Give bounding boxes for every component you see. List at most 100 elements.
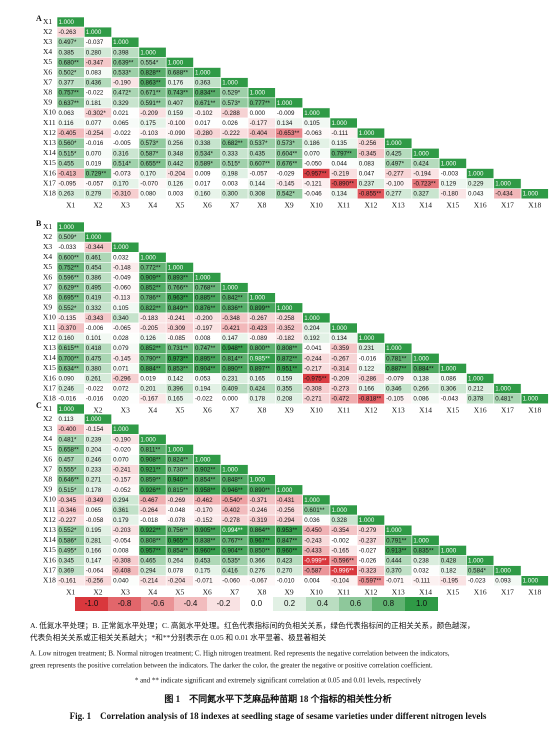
cell-label: -0.310 — [113, 191, 131, 198]
cell-label: 0.113 — [59, 416, 75, 423]
cell-label: 0.601** — [304, 507, 325, 514]
cell-label: -0.113 — [113, 295, 131, 302]
cell-label: 0.967** — [250, 537, 271, 544]
cell-label: -0.309 — [168, 325, 186, 332]
cell-label: 0.893** — [168, 274, 189, 281]
cell-label: 0.872** — [277, 355, 298, 362]
column-label: X5 — [175, 406, 184, 415]
cell-label: 1.000 — [195, 69, 211, 76]
cell-label: -0.450 — [304, 527, 322, 534]
cell-label: -0.152 — [195, 517, 213, 524]
caption-note: A. 低氮水平处理；B. 正常氮水平处理；C. 高氮水平处理。红色代表指标间的负… — [30, 620, 475, 630]
cell-label: 0.838** — [195, 537, 216, 544]
cell-label: 0.554* — [140, 59, 158, 66]
column-label: X17 — [501, 201, 514, 210]
cell-label: 1.000 — [386, 345, 402, 352]
cell-label: 0.328 — [332, 517, 348, 524]
row-label: X11 — [43, 505, 56, 514]
cell-label: -0.267 — [250, 315, 268, 322]
cell-label: 0.808** — [277, 345, 298, 352]
cell-label: 0.497* — [59, 39, 77, 46]
cell-label: 0.791** — [386, 537, 407, 544]
cell-label: 0.338 — [195, 140, 211, 147]
row-label: X17 — [43, 178, 56, 187]
row-label: X12 — [43, 515, 56, 524]
cell-label: -0.204 — [168, 578, 186, 585]
figure-title: Fig. 1 Correlation analysis of 18 indexe… — [70, 711, 487, 721]
cell-label: 0.008 — [195, 335, 211, 342]
cell-label: -0.597** — [359, 578, 382, 585]
row-label: X6 — [43, 67, 52, 76]
cell-label: -0.100 — [168, 120, 186, 127]
row-label: X6 — [43, 454, 52, 463]
cell-label: 0.165 — [168, 396, 184, 403]
cell-label: -0.003 — [441, 170, 459, 177]
cell-label: -0.065 — [113, 325, 131, 332]
column-label: X15 — [446, 201, 459, 210]
cell-label: 0.237 — [359, 181, 375, 188]
column-label: X6 — [203, 406, 212, 415]
cell-label: 0.847** — [277, 537, 298, 544]
cell-label: 1.000 — [441, 160, 457, 167]
cell-label: -0.009 — [277, 110, 295, 117]
cell-label: 0.596** — [59, 274, 80, 281]
cell-label: -0.183 — [140, 315, 158, 322]
cell-label: 0.730** — [168, 467, 189, 474]
cell-label: 0.442 — [168, 160, 184, 167]
column-label: X2 — [93, 406, 102, 415]
panel-label: C — [36, 401, 42, 410]
cell-label: -0.006 — [86, 325, 104, 332]
cell-label: 1.000 — [140, 49, 156, 56]
cell-label: 0.688** — [168, 69, 189, 76]
cell-label: 0.201 — [140, 386, 156, 393]
cell-label: 0.144 — [250, 181, 266, 188]
column-label: X4 — [148, 406, 157, 415]
cell-label: 1.000 — [468, 557, 484, 564]
cell-label: -0.540* — [222, 497, 243, 504]
cell-label: -0.060 — [222, 578, 240, 585]
column-label: X6 — [203, 201, 212, 210]
cell-label: 0.515* — [59, 487, 77, 494]
cell-label: 0.147 — [222, 335, 238, 342]
cell-label: 0.781** — [386, 355, 407, 362]
cell-label: 0.370 — [386, 568, 402, 575]
cell-label: 0.948** — [222, 345, 243, 352]
cell-label: 0.233 — [86, 467, 102, 474]
cell-label: 0.946** — [222, 487, 243, 494]
cell-label: 0.902** — [195, 467, 216, 474]
row-label: X13 — [43, 138, 56, 147]
row-label: X10 — [43, 313, 56, 322]
row-label: X4 — [43, 47, 52, 56]
row-label: X2 — [43, 232, 52, 241]
row-label: X2 — [43, 414, 52, 423]
cell-label: 0.000 — [222, 396, 238, 403]
cell-label: -0.343 — [86, 315, 104, 322]
cell-label: 1.000 — [413, 537, 429, 544]
cell-label: 0.495 — [86, 285, 102, 292]
cell-label: 0.212 — [468, 386, 484, 393]
cell-label: 1.000 — [523, 191, 539, 198]
cell-label: 0.239 — [86, 436, 102, 443]
cell-label: 1.000 — [332, 325, 348, 332]
cell-label: -0.405 — [59, 130, 77, 137]
cell-label: 0.453 — [195, 557, 211, 564]
cell-label: 0.786** — [140, 295, 161, 302]
cell-label: 0.170 — [113, 181, 129, 188]
cell-label: -0.023 — [468, 578, 486, 585]
cell-label: -0.010 — [277, 578, 295, 585]
cell-label: -0.653** — [277, 130, 300, 137]
cell-label: 0.757** — [59, 90, 80, 97]
cell-label: 0.515* — [59, 150, 77, 157]
cell-label: -0.241 — [168, 315, 186, 322]
cell-label: 0.853** — [168, 365, 189, 372]
cell-label: 0.003 — [168, 191, 184, 198]
cell-label: -0.423 — [250, 325, 268, 332]
cell-label: -0.222 — [222, 130, 240, 137]
cell-label: 0.176 — [168, 80, 184, 87]
row-label: X13 — [43, 525, 56, 534]
cell-label: 0.122 — [359, 365, 375, 372]
cell-label: 0.083 — [359, 160, 375, 167]
cell-label: 1.000 — [250, 295, 266, 302]
colorbar-swatch — [75, 597, 108, 611]
